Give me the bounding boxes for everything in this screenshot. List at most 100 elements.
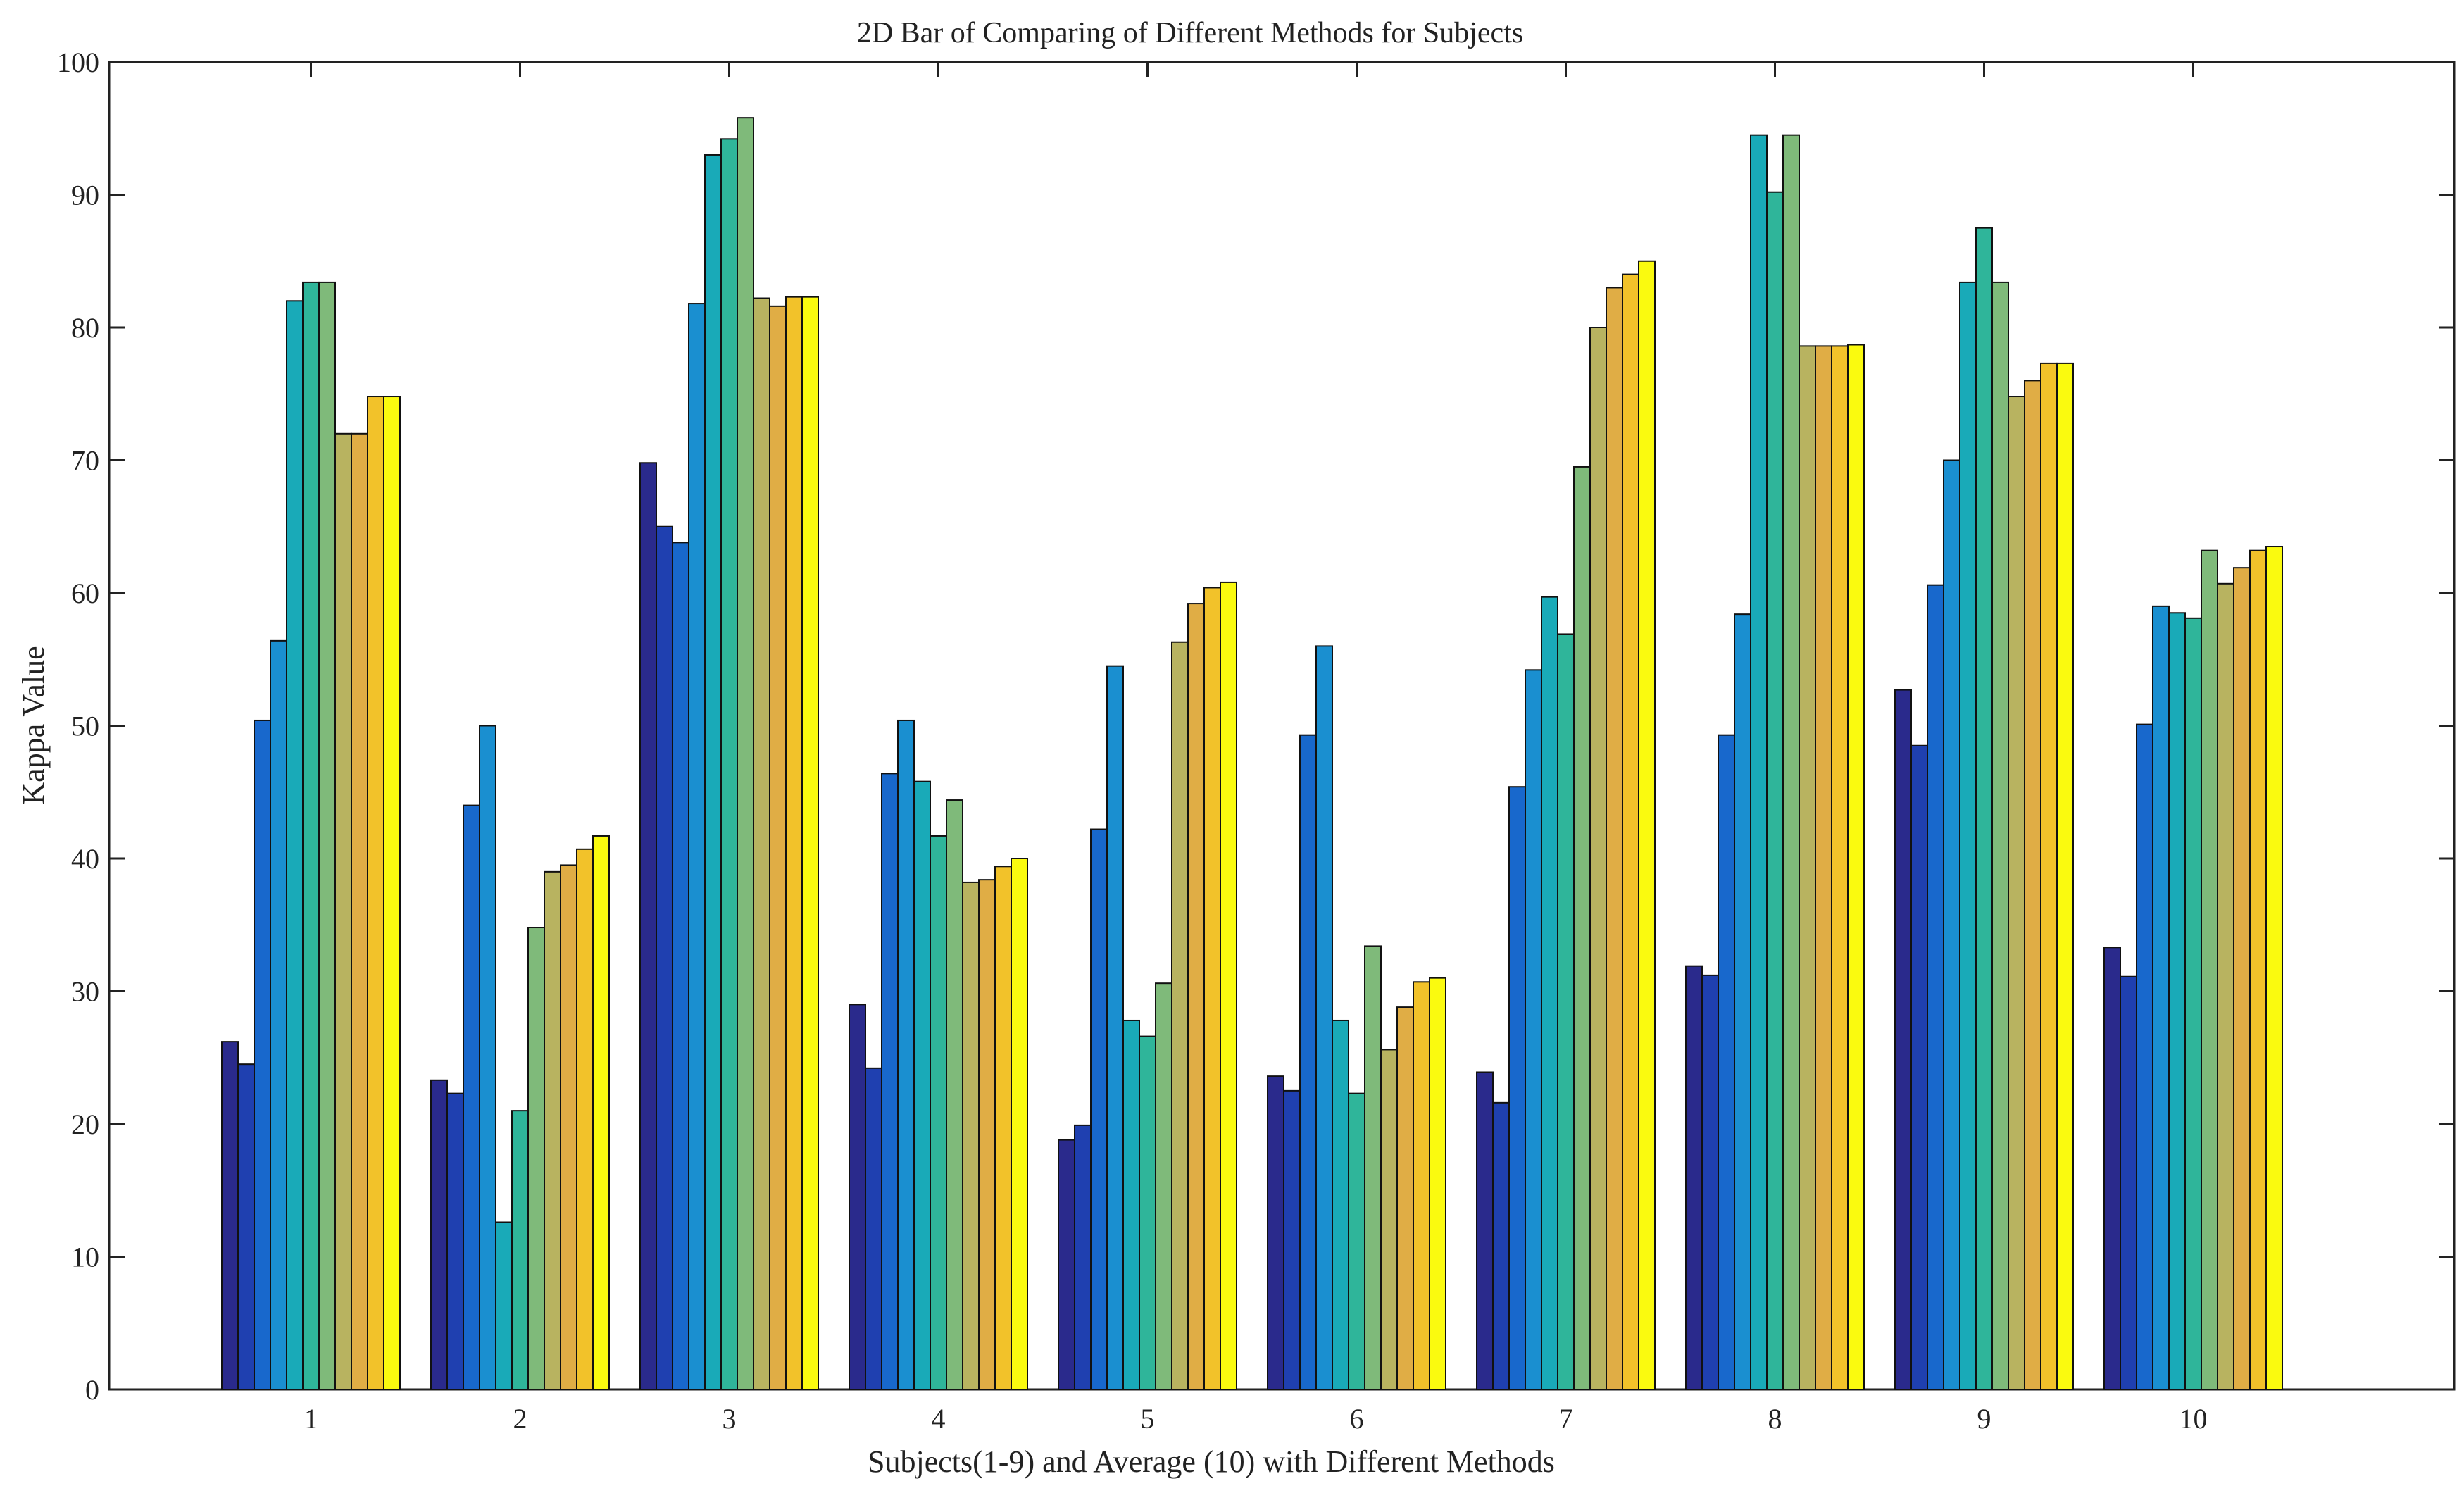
bar-group-2 (430, 725, 610, 1391)
bar-subject-5-method-10 (1203, 587, 1221, 1391)
bar-subject-6-method-5 (1332, 1019, 1349, 1390)
y-tick-label: 20 (71, 1108, 99, 1140)
bar-group-10 (2103, 546, 2283, 1391)
bar-subject-10-method-3 (2136, 723, 2153, 1390)
bar-subject-6-method-2 (1283, 1089, 1301, 1390)
bar-subject-4-method-7 (946, 799, 963, 1391)
bar-subject-4-method-10 (994, 866, 1012, 1391)
bar-subject-6-method-3 (1299, 734, 1317, 1390)
bar-subject-9-method-6 (1975, 227, 1993, 1390)
bar-subject-7-method-10 (1622, 273, 1639, 1391)
bar-subject-6-method-10 (1413, 981, 1430, 1391)
bar-subject-9-method-8 (2008, 396, 2025, 1390)
bar-group-1 (221, 281, 401, 1391)
bar-subject-8-method-2 (1701, 974, 1719, 1390)
bar-subject-7-method-4 (1525, 669, 1542, 1390)
bar-subject-1-method-7 (318, 281, 336, 1390)
bar-subject-2-method-8 (544, 870, 561, 1390)
bar-subject-6-method-6 (1348, 1092, 1365, 1391)
bar-subject-5-method-7 (1155, 982, 1172, 1390)
bar-subject-2-method-4 (479, 725, 496, 1390)
bar-subject-1-method-2 (237, 1063, 255, 1391)
bar-subject-3-method-11 (801, 296, 819, 1390)
bar-subject-1-method-8 (334, 432, 352, 1390)
bar-subject-10-method-4 (2152, 605, 2170, 1390)
bar-subject-10-method-2 (2120, 975, 2137, 1390)
bar-subject-10-method-10 (2249, 549, 2267, 1390)
bar-subject-2-method-10 (576, 848, 594, 1391)
bar-subject-10-method-5 (2168, 612, 2186, 1390)
bar-subject-8-method-9 (1815, 345, 1832, 1390)
bar-subject-4-method-4 (897, 719, 915, 1390)
y-tick-label: 40 (71, 843, 99, 875)
bar-subject-8-method-6 (1766, 191, 1784, 1391)
bar-subject-3-method-5 (704, 154, 722, 1391)
bar-subject-8-method-10 (1831, 345, 1849, 1390)
bar-subject-2-method-1 (430, 1079, 448, 1391)
bar-group-5 (1058, 581, 1237, 1391)
bar-subject-5-method-8 (1171, 641, 1189, 1390)
bar-subject-3-method-1 (639, 462, 657, 1390)
bar-subject-5-method-11 (1220, 581, 1237, 1390)
bar-subject-9-method-10 (2040, 362, 2058, 1390)
y-tick-label: 80 (71, 312, 99, 344)
bar-series-group (221, 117, 2283, 1391)
bar-subject-7-method-9 (1606, 287, 1623, 1391)
bar-subject-2-method-3 (463, 804, 480, 1390)
y-axis: 0 10 20 30 40 50 60 70 80 90 100 (57, 46, 2454, 1406)
bar-group-8 (1685, 134, 1865, 1391)
bar-subject-4-method-2 (865, 1067, 882, 1390)
y-tick-label: 100 (57, 46, 99, 78)
bar-subject-5-method-3 (1090, 828, 1108, 1390)
bar-subject-9-method-1 (1894, 689, 1912, 1390)
bar-subject-8-method-11 (1847, 344, 1865, 1390)
bar-subject-5-method-6 (1139, 1035, 1156, 1390)
bar-subject-4-method-5 (913, 780, 931, 1391)
bar-subject-3-method-6 (720, 138, 738, 1391)
bar-subject-6-method-1 (1267, 1075, 1284, 1390)
y-tick-label: 70 (71, 445, 99, 477)
bar-subject-4-method-11 (1011, 858, 1028, 1390)
x-tick-label: 7 (1559, 1403, 1573, 1435)
bar-subject-6-method-4 (1315, 645, 1333, 1390)
bar-subject-6-method-7 (1364, 945, 1382, 1391)
bar-subject-5-method-9 (1187, 603, 1205, 1391)
bar-subject-3-method-10 (785, 296, 803, 1390)
bar-subject-9-method-4 (1943, 459, 1960, 1390)
bar-subject-2-method-2 (446, 1092, 464, 1391)
x-tick-label: 5 (1141, 1403, 1155, 1435)
bar-subject-9-method-3 (1927, 584, 1944, 1391)
bar-subject-3-method-7 (737, 117, 754, 1390)
x-tick-label: 1 (304, 1403, 318, 1435)
bar-subject-10-method-8 (2217, 582, 2234, 1390)
bar-subject-10-method-9 (2233, 567, 2251, 1390)
x-tick-label: 2 (513, 1403, 527, 1435)
bar-subject-10-method-6 (2184, 617, 2202, 1391)
bar-subject-7-method-1 (1476, 1071, 1494, 1390)
x-tick-label: 4 (932, 1403, 946, 1435)
bar-subject-7-method-5 (1541, 596, 1558, 1390)
bar-subject-2-method-7 (527, 927, 545, 1390)
bar-subject-8-method-7 (1782, 134, 1800, 1390)
bar-subject-5-method-5 (1122, 1019, 1140, 1390)
bar-group-3 (639, 117, 819, 1391)
bar-subject-1-method-11 (383, 396, 401, 1390)
y-tick-label: 10 (71, 1242, 99, 1273)
x-tick-label: 8 (1768, 1403, 1782, 1435)
bar-subject-2-method-6 (511, 1110, 529, 1391)
bar-subject-10-method-11 (2265, 546, 2283, 1390)
bar-subject-5-method-2 (1074, 1124, 1092, 1390)
bar-subject-1-method-3 (254, 719, 271, 1390)
x-tick-label: 10 (2180, 1403, 2208, 1435)
bar-subject-5-method-4 (1106, 665, 1124, 1390)
bar-subject-8-method-1 (1685, 965, 1703, 1391)
bar-subject-1-method-10 (367, 396, 384, 1390)
bar-subject-1-method-6 (302, 281, 320, 1390)
bar-subject-10-method-1 (2103, 947, 2121, 1391)
bar-subject-9-method-9 (2024, 380, 2041, 1390)
bar-subject-3-method-4 (688, 303, 706, 1391)
bar-subject-3-method-2 (656, 525, 673, 1390)
y-tick-label: 30 (71, 976, 99, 1008)
bar-subject-6-method-11 (1429, 977, 1446, 1390)
x-tick-label: 9 (1977, 1403, 1991, 1435)
